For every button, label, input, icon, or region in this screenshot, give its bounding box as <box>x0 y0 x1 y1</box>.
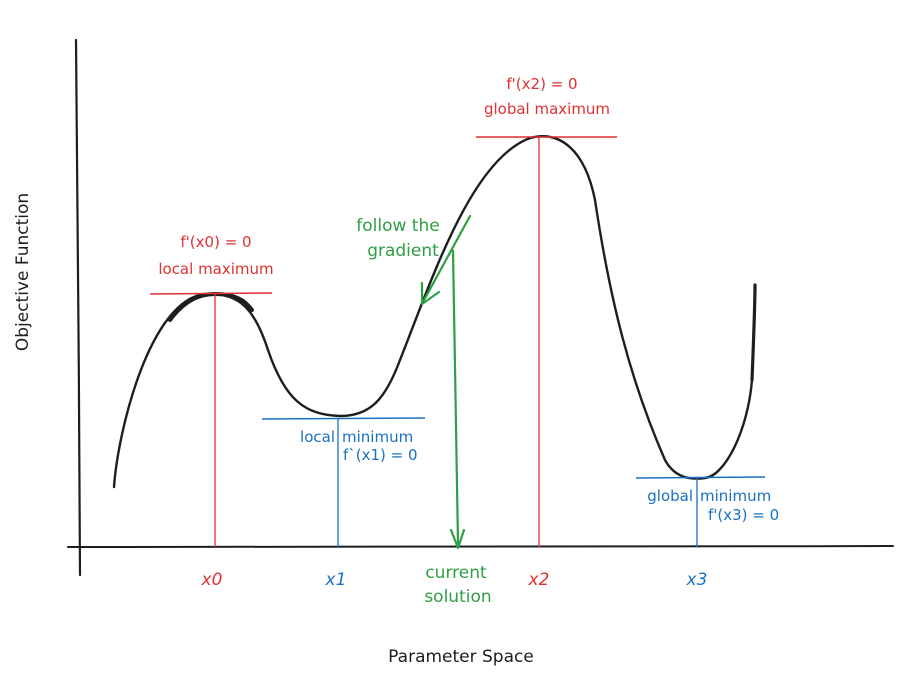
x2-derivative-label: f'(x2) = 0 <box>506 75 577 93</box>
curve-thick-top <box>168 291 254 322</box>
follow-gradient-label-line2: gradient <box>367 241 439 261</box>
objective-curve <box>112 135 757 489</box>
x1-tangent <box>261 417 426 420</box>
current-solution-vertical <box>451 249 460 545</box>
x0-derivative-label: f'(x0) = 0 <box>180 233 251 251</box>
follow-gradient-arrowhead <box>420 281 441 306</box>
tick-x1: x1 <box>325 570 347 590</box>
current-solution-label-line1: current <box>425 563 487 583</box>
x1-type-left-label: local <box>300 428 335 446</box>
curve-thick-right <box>750 283 757 382</box>
x-axis-label: Parameter Space <box>388 647 534 667</box>
x0-type-label: local maximum <box>158 260 273 278</box>
current-solution-label-line2: solution <box>424 587 491 607</box>
x3-type-left-label: global <box>647 487 693 505</box>
y-axis <box>74 38 82 577</box>
x2-type-label: global maximum <box>484 100 610 118</box>
tick-x0: x0 <box>201 570 223 590</box>
current-solution-arrowhead <box>449 528 466 550</box>
x3-tangent <box>635 476 766 479</box>
x0-tangent <box>149 292 273 295</box>
tick-x3: x3 <box>686 570 708 590</box>
x3-derivative-label: f'(x3) = 0 <box>708 506 779 524</box>
x1-type-right-label: minimum <box>342 428 413 446</box>
x3-type-right-label: minimum <box>700 487 771 505</box>
tick-x2: x2 <box>528 570 550 590</box>
y-axis-label: Objective Function <box>13 193 33 351</box>
x-axis <box>67 545 894 548</box>
follow-gradient-label-line1: follow the <box>356 216 439 236</box>
x1-derivative-label: f`(x1) = 0 <box>343 446 418 464</box>
follow-gradient-arrow <box>421 214 472 304</box>
